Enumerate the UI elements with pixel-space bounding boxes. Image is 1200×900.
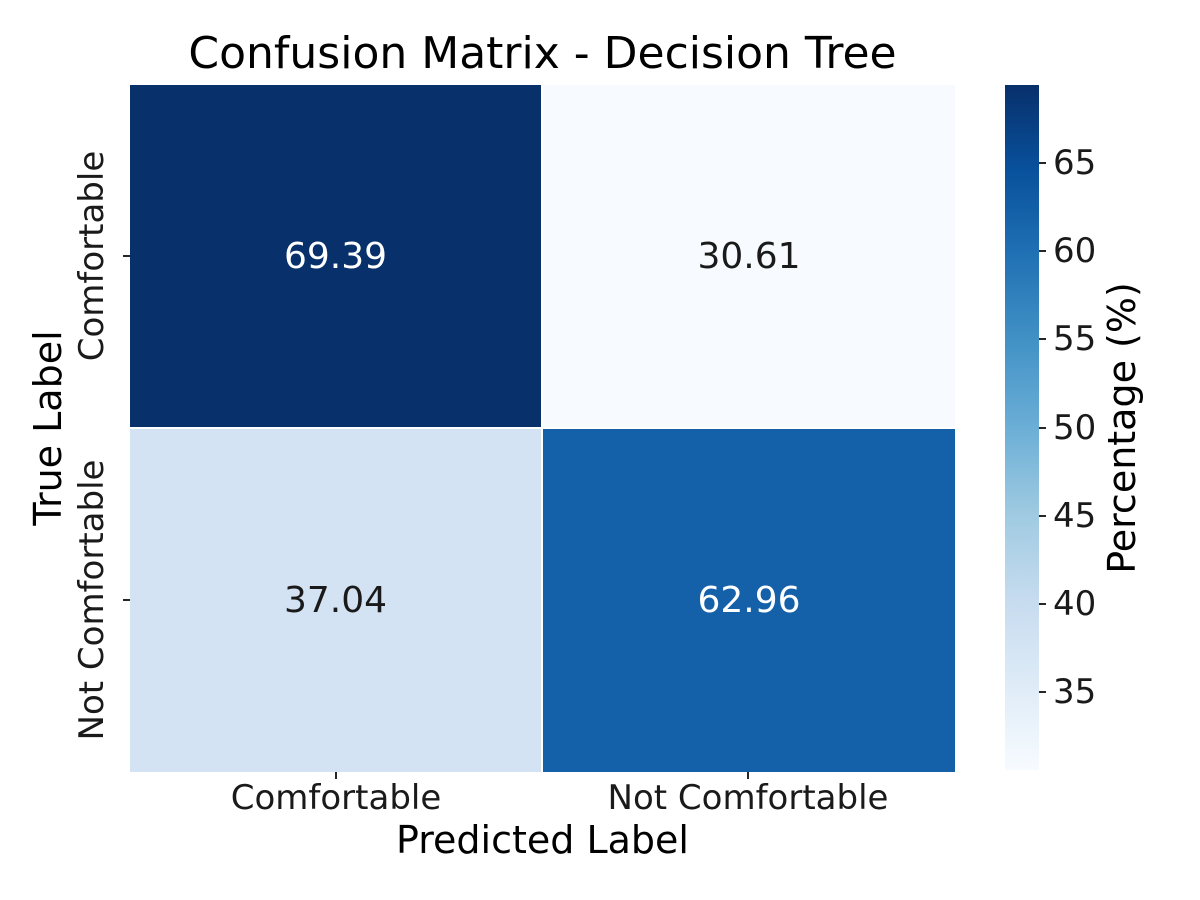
y-tick-mark-0 (123, 255, 130, 257)
colorbar-tick-mark-3 (1039, 426, 1046, 429)
colorbar-tick-mark-1 (1039, 603, 1046, 606)
y-tick-mark-1 (123, 599, 130, 601)
colorbar-tick-label-0: 35 (1053, 672, 1097, 713)
colorbar-tick-mark-5 (1039, 249, 1046, 252)
colorbar-tick-label-5: 60 (1053, 230, 1097, 271)
heatmap-grid: 69.39 30.61 37.04 62.96 (130, 85, 955, 772)
colorbar-tick-label-6: 65 (1053, 142, 1097, 183)
heatmap-cell-r1c0: 37.04 (130, 429, 541, 772)
colorbar-tick-mark-2 (1039, 514, 1046, 517)
y-axis-label: True Label (26, 330, 70, 526)
y-tick-label-0: Comfortable (72, 150, 112, 362)
colorbar-tick-label-1: 40 (1053, 584, 1097, 625)
heatmap-cell-r0c0: 69.39 (130, 85, 541, 427)
x-tick-label-1: Not Comfortable (607, 778, 889, 818)
x-axis-label: Predicted Label (396, 818, 689, 862)
colorbar-tick-mark-4 (1039, 338, 1046, 341)
x-tick-mark-1 (747, 772, 749, 779)
heatmap-cell-r1c1: 62.96 (543, 429, 955, 772)
y-tick-label-1: Not Comfortable (72, 459, 112, 741)
colorbar-tick-label-2: 45 (1053, 495, 1097, 536)
colorbar-tick-label-3: 50 (1053, 407, 1097, 448)
x-tick-label-0: Comfortable (230, 778, 442, 818)
colorbar-tick-mark-6 (1039, 161, 1046, 164)
chart-title: Confusion Matrix - Decision Tree (188, 28, 897, 79)
colorbar-tick-label-4: 55 (1053, 319, 1097, 360)
colorbar-tick-mark-0 (1039, 691, 1046, 694)
colorbar (1005, 85, 1039, 770)
x-tick-mark-0 (335, 772, 337, 779)
colorbar-label: Percentage (%) (1100, 282, 1144, 574)
heatmap-cell-r0c1: 30.61 (543, 85, 955, 427)
